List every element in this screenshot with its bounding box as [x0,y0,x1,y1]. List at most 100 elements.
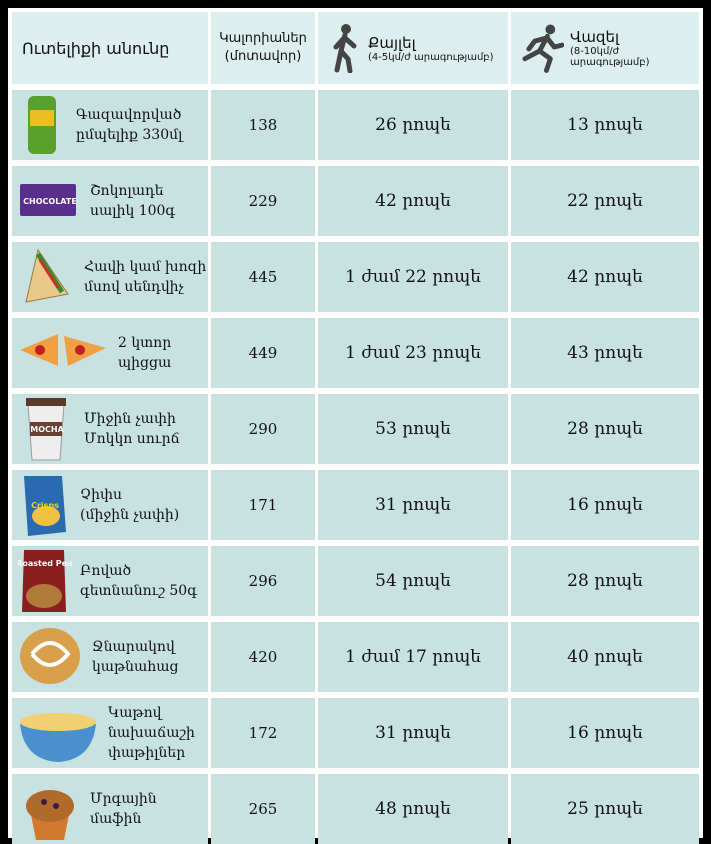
calories: 449 [248,344,278,362]
calories: 171 [248,496,278,514]
food-name: Չիփս (միջին չափի) [80,485,179,525]
food-cell: Ջնարակով կաթնահաց [12,622,208,692]
walk-icon [333,24,357,73]
icon-shape [25,248,69,303]
walk-cell: 54 րոպե [318,546,508,616]
header-cell: Ուտելիքի անունը [12,12,208,84]
walk-time: 54 րոպե [375,571,451,591]
run-cell: 13 րոպե [511,90,699,160]
run-time: 25 րոպե [567,799,643,819]
header-text: (8-10կմ/ժ արագությամբ) [570,46,650,68]
food-name-line: ըմպելիք 330մլ [76,127,183,143]
header-text: Վազել [570,28,620,46]
food-name-line: Միջին չափի [84,411,176,427]
calories: 290 [248,420,278,438]
walk-cell: 26 րոպե [318,90,508,160]
calories: 420 [248,648,278,666]
calorie-cell: 420 [211,622,315,692]
food-name-line: Շոկոլադե [90,183,164,199]
walk-time: 42 րոպե [375,191,451,211]
run-time: 40 րոպե [567,647,643,667]
food-name-line: Ջնարակով [92,639,175,655]
food-name-line: Կաթով [108,705,162,721]
food-name-line: Բոված [80,563,132,579]
food-icon [28,96,56,154]
icon-shape [20,724,96,762]
run-cell: 43 րոպե [511,318,699,388]
calorie-cell: 229 [211,166,315,236]
food-name: 2 կտոր պիցցա [118,333,171,373]
calorie-cell: 171 [211,470,315,540]
food-icon [26,790,74,840]
food-icon [25,248,69,303]
food-icon: MOCHA [26,398,66,461]
calorie-cell: 172 [211,698,315,768]
calorie-cell: 290 [211,394,315,464]
food-name-line: Մոկկո սուրճ [84,431,180,447]
food-cell: Crisps Չիփս (միջին չափի) [12,470,208,540]
walk-cell: 1 ժամ 23 րոպե [318,318,508,388]
food-name: Միջին չափի Մոկկո սուրճ [84,409,180,449]
run-cell: 42 րոպե [511,242,699,312]
food-icon: CHOCOLATE [20,184,77,216]
food-name: Հավի կամ խոզի մսով սենդվիչ [84,257,206,297]
food-name-line: մսով սենդվիչ [84,279,184,295]
walk-cell: 31 րոպե [318,470,508,540]
food-name: Մրգային մաֆին [90,789,208,829]
run-cell: 22 րոպե [511,166,699,236]
calorie-cell: 296 [211,546,315,616]
icon-shape [26,398,66,406]
header-text: Կալորիաներ [219,31,307,46]
table: Ուտելիքի անունը Կալորիաներ (մոտավոր) Քայ… [12,12,699,844]
run-cell: 16 րոպե [511,470,699,540]
walk-time: 1 ժամ 23 րոպե [345,343,481,363]
food-icon: Crisps [24,476,66,536]
calories: 296 [248,572,278,590]
food-cell: Գազավորված ըմպելիք 330մլ [12,90,208,160]
run-cell: 25 րոպե [511,774,699,844]
food-icon: Dry Roasted Peanuts [18,550,72,612]
icon-shape [64,336,106,366]
walk-cell: 48 րոպե [318,774,508,844]
food-cell: Կաթով նախաճաշի փաթիլներ [12,698,208,768]
run-cell: 28 րոպե [511,546,699,616]
food-cell: CHOCOLATE Շոկոլադե սալիկ 100գ [12,166,208,236]
food-cell: Մրգային մաֆին [12,774,208,844]
food-name-line: կաթնահաց [92,659,179,675]
table-frame: Ուտելիքի անունը Կալորիաներ (մոտավոր) Քայ… [8,8,703,844]
food-name-line: պիցցա [118,355,172,371]
walk-time: 31 րոպե [375,723,451,743]
icon-shape [38,259,60,289]
run-time: 16 րոպե [567,723,643,743]
run-time: 22 րոպե [567,191,643,211]
food-cell: Dry Roasted Peanuts Բոված գետնանուշ 50գ [12,546,208,616]
food-name-line: գետնանուշ 50գ [80,583,197,599]
calories: 445 [248,268,278,286]
food-icon [20,334,106,366]
walk-cell: 1 ժամ 22 րոպե [318,242,508,312]
food-name-line: սալիկ 100գ [90,203,176,219]
calorie-cell: 449 [211,318,315,388]
calorie-cell: 138 [211,90,315,160]
walk-time: 1 ժամ 17 րոպե [345,647,481,667]
run-icon [522,24,565,73]
run-cell: 28 րոպե [511,394,699,464]
food-cell: MOCHA Միջին չափի Մոկկո սուրճ [12,394,208,464]
food-name-line: նախաճաշի [108,725,195,741]
food-name-line: Չիփս [80,487,123,503]
header-cell: Կալորիաներ (մոտավոր) [211,12,315,84]
calories: 229 [248,192,278,210]
food-cell: Հավի կամ խոզի մսով սենդվիչ [12,242,208,312]
walk-time: 48 րոպե [375,799,451,819]
run-time: 16 րոպե [567,495,643,515]
header-text: (4-5կմ/ժ արագությամբ) [368,51,494,63]
calorie-cell: 445 [211,242,315,312]
calories: 265 [248,800,278,818]
calories: 138 [248,116,278,134]
run-time: 43 րոպե [567,343,643,363]
icon-shape [26,584,62,608]
icon-label: MOCHA [30,425,64,434]
food-name-line: 2 կտոր [118,335,172,351]
icon-shape [30,422,62,436]
